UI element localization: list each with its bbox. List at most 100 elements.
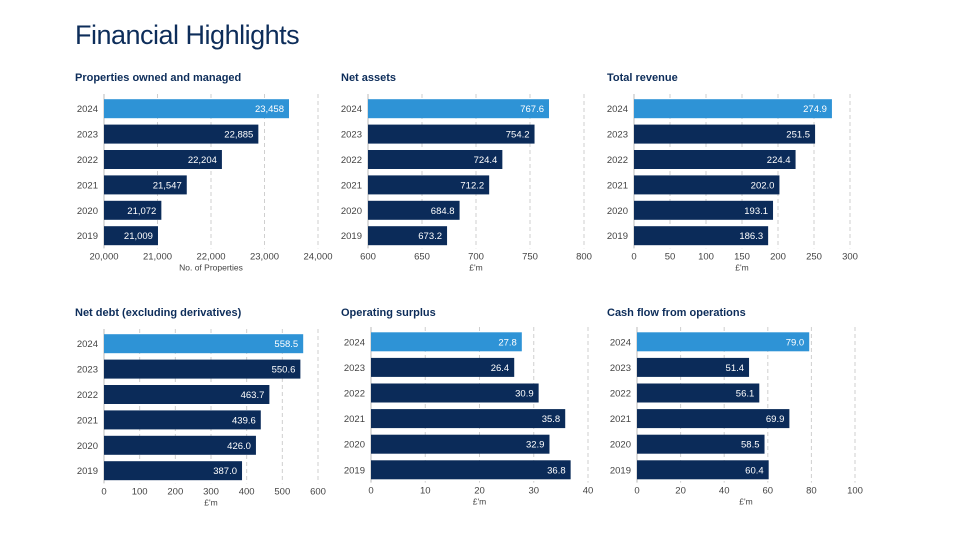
category-label: 2024 <box>610 337 631 348</box>
chart-svg: 27.8202426.4202330.9202235.8202132.92020… <box>344 327 594 507</box>
bar-2022 <box>371 383 539 403</box>
x-tick-label: 20,000 <box>89 251 118 262</box>
x-tick-label: 200 <box>167 486 183 497</box>
x-tick-label: 300 <box>842 251 858 262</box>
category-label: 2024 <box>607 104 628 115</box>
category-label: 2022 <box>610 389 631 400</box>
x-tick-label: 20 <box>474 486 485 497</box>
chart-cash-flow-from-operations: Cash flow from operations 79.0 2024 51.4 20… <box>607 307 867 517</box>
bar-value-label: 21,072 <box>127 206 156 217</box>
bar-value-label: 23,458 <box>255 104 284 115</box>
bar-2019 <box>637 460 769 480</box>
x-tick-label: 60 <box>763 486 774 497</box>
x-tick-label: 600 <box>360 251 376 262</box>
bar-value-label: 79.0 <box>786 337 805 348</box>
bar-2020 <box>104 435 256 455</box>
bar-2019 <box>371 460 571 480</box>
bar-2024 <box>368 99 550 119</box>
x-tick-label: 80 <box>806 486 817 497</box>
bar-value-label: 274.9 <box>803 104 827 115</box>
category-label: 2023 <box>610 363 631 374</box>
bar-2021 <box>634 175 780 195</box>
bar-2020 <box>104 200 162 220</box>
bar-value-label: 673.2 <box>418 231 442 242</box>
page-title: Financial Highlights <box>75 20 300 50</box>
bar-value-label: 550.6 <box>272 365 296 376</box>
bar-2024 <box>637 332 810 352</box>
x-tick-label: 22,000 <box>196 251 225 262</box>
chart-net-debt: Net debt (excluding derivatives) 558.5 20… <box>75 307 335 517</box>
x-tick-label: 700 <box>468 251 484 262</box>
category-label: 2023 <box>341 130 362 141</box>
x-tick-label: 10 <box>420 486 431 497</box>
chart-svg: 558.5 2024 550.6 2023 463.7 2022 439.6 2021 426.… <box>77 329 326 507</box>
x-tick-label: 40 <box>583 486 594 497</box>
bar-value-label: 712.2 <box>460 180 484 191</box>
bar-value-label: 36.8 <box>547 465 566 476</box>
chart-svg: 79.0202451.4202356.1202269.9202158.52020… <box>610 327 863 507</box>
bar-2020 <box>637 434 765 454</box>
x-axis-label: £'m <box>739 497 752 507</box>
category-label: 2023 <box>77 130 98 141</box>
chart-svg: 274.9 2024 251.5 2023 224.4 2022 202.0 2021 193.… <box>607 94 858 272</box>
x-axis-label: £'m <box>735 262 748 272</box>
bar-value-label: 186.3 <box>739 231 763 242</box>
bar-2022 <box>368 150 503 169</box>
x-axis-label: No. of Properties <box>179 262 243 272</box>
chart-title: Operating surplus <box>341 307 436 319</box>
bar-2023 <box>371 357 515 377</box>
category-label: 2022 <box>77 390 98 401</box>
bar-2024 <box>104 334 304 354</box>
category-label: 2019 <box>77 466 98 477</box>
category-label: 2020 <box>77 441 98 452</box>
x-tick-label: 0 <box>368 486 373 497</box>
category-label: 2019 <box>344 465 365 476</box>
x-tick-label: 600 <box>310 486 326 497</box>
bar-value-label: 27.8 <box>498 337 517 348</box>
chart-title: Net assets <box>341 72 397 84</box>
bar-2023 <box>104 124 259 144</box>
category-label: 2020 <box>77 206 98 217</box>
bar-value-label: 56.1 <box>736 389 755 400</box>
bar-value-label: 22,885 <box>224 130 253 141</box>
x-tick-label: 100 <box>698 251 714 262</box>
x-tick-label: 24,000 <box>303 251 332 262</box>
category-label: 2022 <box>607 155 628 166</box>
bar-2020 <box>634 200 774 220</box>
bar-value-label: 22,204 <box>188 155 217 166</box>
category-label: 2023 <box>607 130 628 141</box>
x-tick-label: 300 <box>203 486 219 497</box>
category-label: 2024 <box>341 104 362 115</box>
bar-2024 <box>104 99 290 119</box>
category-label: 2020 <box>344 440 365 451</box>
bar-2023 <box>637 357 750 377</box>
bar-2021 <box>371 409 566 429</box>
category-label: 2022 <box>344 389 365 400</box>
chart-title: Cash flow from operations <box>607 307 746 319</box>
chart-title: Net debt (excluding derivatives) <box>75 307 242 319</box>
bar-value-label: 251.5 <box>786 130 810 141</box>
x-tick-label: 100 <box>847 486 863 497</box>
bar-value-label: 202.0 <box>751 180 775 191</box>
bar-value-label: 439.6 <box>232 415 256 426</box>
bar-2024 <box>634 99 832 119</box>
bar-value-label: 26.4 <box>491 363 510 374</box>
x-tick-label: 0 <box>634 486 639 497</box>
chart-net-assets: Net assets 767.6 2024 754.2 2023 724.4 2022 71… <box>341 72 601 282</box>
chart-svg: 767.6 2024 754.2 2023 724.4 2022 712.2 2021 684.… <box>341 94 592 272</box>
bar-value-label: 35.8 <box>542 414 561 425</box>
x-axis-label: £'m <box>204 497 217 507</box>
bar-value-label: 21,009 <box>124 231 153 242</box>
bar-value-label: 30.9 <box>515 389 534 400</box>
bar-2021 <box>104 175 187 195</box>
bar-value-label: 463.7 <box>241 390 265 401</box>
bar-value-label: 724.4 <box>474 155 498 166</box>
bar-2021 <box>368 175 490 195</box>
chart-properties-owned-and-managed: Properties owned and managed 23,458 2024 2… <box>75 72 335 282</box>
category-label: 2021 <box>341 180 362 191</box>
bar-value-label: 767.6 <box>520 104 544 115</box>
category-label: 2019 <box>341 231 362 242</box>
bar-2022 <box>637 383 760 403</box>
bar-value-label: 684.8 <box>431 206 455 217</box>
bar-value-label: 32.9 <box>526 440 545 451</box>
